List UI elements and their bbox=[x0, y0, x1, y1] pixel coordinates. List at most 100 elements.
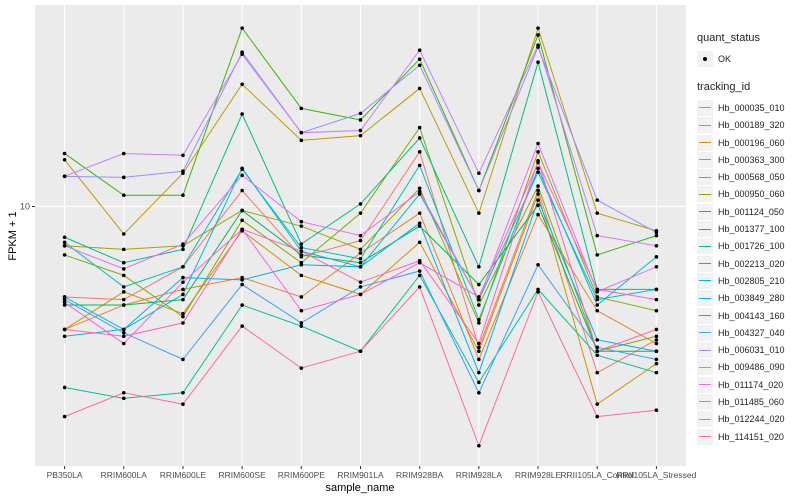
legend-label: Hb_000196_060 bbox=[718, 137, 785, 148]
data-point bbox=[595, 338, 600, 342]
data-point bbox=[417, 86, 422, 91]
data-point bbox=[477, 295, 481, 299]
legend-item: Hb_004327_040 bbox=[697, 324, 785, 341]
data-point bbox=[595, 287, 600, 292]
legend-item: Hb_009486_090 bbox=[697, 359, 785, 376]
line-key-icon bbox=[697, 324, 713, 341]
data-point bbox=[358, 285, 363, 289]
data-point bbox=[595, 402, 600, 406]
data-point bbox=[358, 133, 363, 138]
data-point bbox=[181, 153, 185, 158]
data-point bbox=[121, 334, 126, 339]
data-point bbox=[240, 324, 244, 328]
data-point bbox=[358, 349, 363, 354]
legend-item: Hb_004143_160 bbox=[697, 307, 785, 324]
data-point bbox=[181, 242, 185, 246]
data-point bbox=[595, 353, 600, 358]
data-point bbox=[417, 63, 422, 68]
data-point bbox=[595, 297, 600, 302]
data-point bbox=[121, 247, 126, 252]
data-point bbox=[62, 303, 67, 307]
data-point bbox=[181, 391, 185, 395]
data-point bbox=[358, 128, 363, 133]
legend-item: Hb_002805_210 bbox=[697, 272, 785, 289]
data-point bbox=[62, 253, 67, 257]
legend-item: Hb_001726_100 bbox=[697, 238, 785, 255]
data-point bbox=[477, 357, 481, 362]
data-point bbox=[121, 151, 126, 156]
line-key-icon bbox=[697, 117, 713, 134]
data-point bbox=[358, 292, 363, 297]
x-tick-label: RRIM600LE bbox=[160, 470, 207, 480]
data-point bbox=[477, 282, 481, 287]
data-point bbox=[477, 345, 481, 350]
data-point bbox=[536, 150, 540, 154]
data-point bbox=[595, 349, 600, 354]
data-point bbox=[121, 232, 126, 236]
data-point bbox=[536, 287, 540, 292]
data-point bbox=[654, 334, 659, 339]
data-point bbox=[358, 211, 363, 215]
data-point bbox=[417, 285, 422, 289]
legend-item: Hb_000196_060 bbox=[697, 134, 785, 151]
legend-item: Hb_000035_010 bbox=[697, 99, 785, 116]
data-point bbox=[654, 408, 659, 413]
data-point bbox=[536, 262, 540, 267]
line-key-icon bbox=[697, 376, 713, 393]
data-point bbox=[62, 235, 67, 240]
legend-item: Hb_000950_060 bbox=[697, 186, 785, 203]
data-point bbox=[181, 311, 185, 316]
data-point bbox=[299, 130, 304, 135]
data-point bbox=[358, 238, 363, 243]
data-point bbox=[477, 188, 481, 193]
line-key-icon bbox=[697, 255, 713, 272]
data-point bbox=[181, 247, 185, 252]
data-point bbox=[121, 285, 126, 289]
data-point bbox=[181, 275, 185, 280]
line-key-icon bbox=[697, 428, 713, 445]
data-point bbox=[299, 253, 304, 257]
data-point bbox=[417, 211, 422, 215]
data-point bbox=[536, 203, 540, 207]
x-tick-label: RRIM600LA bbox=[101, 470, 148, 480]
legend-item: Hb_001124_050 bbox=[697, 203, 785, 220]
data-point bbox=[595, 233, 600, 238]
data-point bbox=[299, 219, 304, 224]
data-point bbox=[654, 287, 659, 292]
legend-item: Hb_000568_050 bbox=[697, 168, 785, 186]
data-point bbox=[62, 295, 67, 299]
data-point bbox=[477, 370, 481, 375]
data-point bbox=[417, 163, 422, 168]
legend-label: Hb_000035_010 bbox=[718, 102, 785, 113]
x-tick-label: RRIM928LA bbox=[456, 470, 503, 480]
data-point bbox=[181, 265, 185, 269]
legend-label: Hb_000189_320 bbox=[718, 120, 785, 131]
line-key-icon bbox=[697, 221, 713, 238]
legend-label: Hb_000363_300 bbox=[718, 154, 785, 165]
line-key-icon bbox=[697, 186, 713, 203]
data-point bbox=[62, 297, 67, 302]
legend-item: Hb_114151_020 bbox=[697, 428, 785, 445]
legend-label: Hb_003849_280 bbox=[718, 293, 785, 304]
line-key-icon bbox=[697, 99, 713, 116]
data-point bbox=[477, 171, 481, 176]
data-point bbox=[181, 357, 185, 362]
data-point bbox=[536, 26, 540, 30]
data-point bbox=[477, 443, 481, 448]
legend-label: Hb_012244_020 bbox=[718, 414, 785, 425]
data-point bbox=[62, 151, 67, 156]
data-point bbox=[299, 242, 304, 246]
data-point bbox=[477, 349, 481, 354]
data-point bbox=[536, 166, 540, 171]
legend-label: Hb_011174_020 bbox=[718, 379, 784, 390]
line-key-icon bbox=[697, 342, 713, 359]
data-point bbox=[358, 118, 363, 122]
line-key-icon bbox=[697, 169, 713, 186]
data-point bbox=[417, 48, 422, 53]
data-point bbox=[121, 303, 126, 307]
data-point bbox=[181, 314, 185, 319]
data-point bbox=[240, 208, 244, 213]
data-point bbox=[477, 341, 481, 346]
data-point bbox=[181, 297, 185, 302]
